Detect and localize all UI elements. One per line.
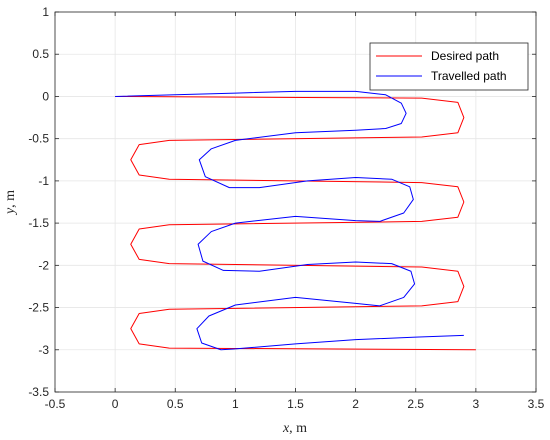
y-tick-label: 0: [42, 89, 49, 103]
x-tick-label: 2: [352, 397, 359, 411]
x-axis-label: x, m: [282, 421, 307, 436]
ticks: [54, 11, 537, 393]
y-tick-label: 0.5: [32, 47, 49, 61]
tick-labels: -0.5 0 0.5 1 1.5 2 2.5 3 3.5 1 0.5 0 -0.5 -1 -1.5 -2 -2.…: [28, 5, 544, 411]
y-tick-label: -3.5: [28, 385, 49, 399]
y-tick-label: -2: [38, 258, 49, 272]
y-tick-label: -3: [38, 343, 49, 357]
y-tick-label: -0.5: [28, 132, 49, 146]
x-tick-label: 2.5: [407, 397, 424, 411]
y-tick-label: -2.5: [28, 301, 49, 315]
y-axis-label: y, m: [3, 190, 18, 216]
y-axis-label-unit: , m: [3, 190, 18, 208]
y-axis-label-var: y: [3, 207, 18, 216]
legend-label-travelled: Travelled path: [431, 69, 507, 83]
legend-label-desired: Desired path: [431, 49, 499, 63]
series-layer: [115, 90, 476, 351]
x-tick-label: 3.5: [528, 397, 545, 411]
x-tick-label: 1: [232, 397, 239, 411]
x-tick-label: 3: [473, 397, 480, 411]
y-tick-label: 1: [42, 5, 49, 19]
desired-path-line: [115, 95, 476, 351]
x-tick-label: 0.5: [167, 397, 184, 411]
x-tick-label: -0.5: [45, 397, 66, 411]
x-tick-label: 0: [112, 397, 119, 411]
travelled-path-line: [115, 90, 464, 351]
y-tick-label: -1.5: [28, 216, 49, 230]
x-axis-label-unit: , m: [289, 421, 307, 436]
legend-box: [369, 42, 529, 91]
x-tick-label: 1.5: [287, 397, 304, 411]
x-axis-label-var: x: [282, 421, 290, 436]
y-tick-label: -1: [38, 174, 49, 188]
legend: Desired path Travelled path: [369, 42, 529, 91]
